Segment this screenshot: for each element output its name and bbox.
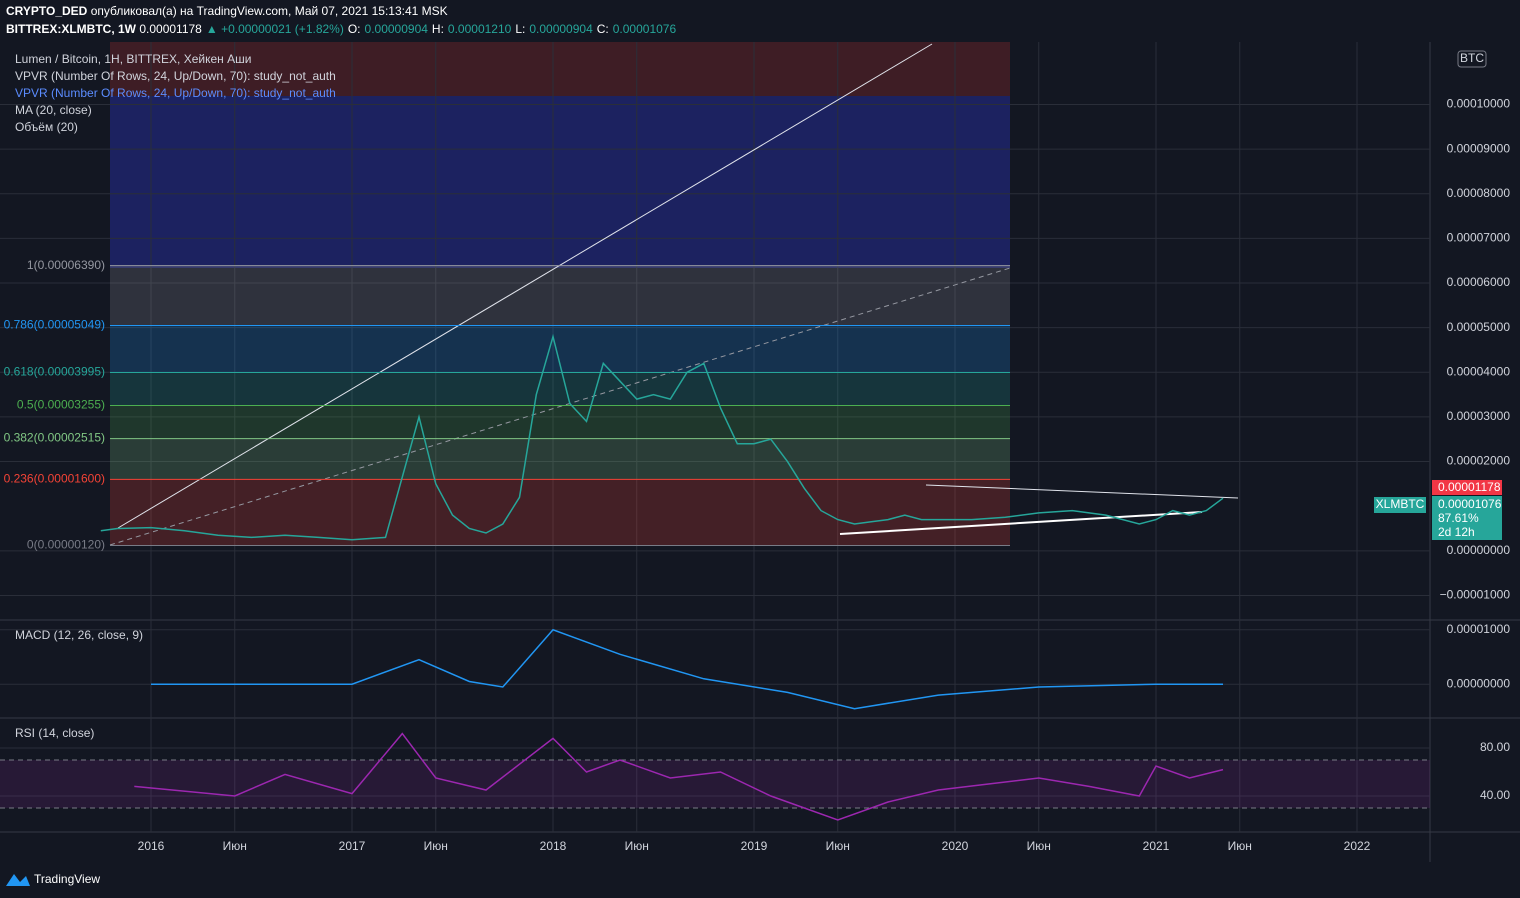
low: 0.00000904 (529, 22, 593, 36)
last-price: 0.00001178 (1438, 480, 1501, 494)
fib-label: 0(0.00000120) (27, 538, 105, 552)
y-tick-label: 0.00007000 (1447, 231, 1511, 245)
close: 0.00001076 (612, 22, 677, 36)
trend-line (117, 43, 933, 529)
close-price: 0.00001076 (1438, 497, 1502, 511)
x-tick-label: 2017 (339, 839, 366, 853)
x-tick-label: 2022 (1344, 839, 1371, 853)
y-tick-label: 80.00 (1480, 740, 1510, 754)
brand-logo (6, 874, 30, 886)
pane-title: MACD (12, 26, close, 9) (15, 628, 143, 642)
pane-title: RSI (14, close) (15, 726, 94, 740)
y-tick-label: 40.00 (1480, 788, 1510, 802)
change: ▲ +0.00000021 (+1.82%) (205, 22, 344, 36)
high: 0.00001210 (447, 22, 512, 36)
trend-line (839, 511, 1203, 535)
y-tick-label: −0.00001000 (1440, 588, 1511, 602)
y-tick-label: 0.00000000 (1447, 543, 1511, 557)
fib-zone (110, 405, 1010, 439)
fib-zone (110, 479, 1010, 546)
l-label: L: (515, 22, 526, 36)
fib-zone (110, 438, 1010, 480)
header-line: BITTREX:XLMBTC, 1W 0.00001178 ▲ +0.000000… (6, 22, 680, 36)
x-tick-label: Июн (625, 839, 649, 853)
x-tick-label: 2019 (741, 839, 768, 853)
fib-label: 0.382(0.00002515) (4, 431, 105, 445)
header-line: CRYPTO_DED опубликовал(а) на TradingView… (6, 4, 452, 18)
published: опубликовал(а) на TradingView.com, Май 0… (90, 4, 448, 18)
trend-line (109, 267, 1011, 546)
y-tick-label: 0.00004000 (1447, 364, 1511, 378)
rsi-band (0, 760, 1430, 808)
open: 0.00000904 (364, 22, 428, 36)
x-tick-label: 2018 (540, 839, 567, 853)
y-tick-label: 0.00010000 (1447, 97, 1511, 111)
symbol: BITTREX:XLMBTC, 1W (6, 22, 136, 36)
fib-label: 0.786(0.00005049) (4, 318, 105, 332)
currency: BTC (1460, 51, 1484, 65)
x-tick-label: 2016 (138, 839, 165, 853)
y-tick-label: 0.00003000 (1447, 409, 1511, 423)
series-line (100, 333, 1224, 541)
c-label: C: (596, 22, 609, 36)
close-tag (1432, 496, 1502, 540)
close-pct: 87.61% (1438, 511, 1479, 525)
author: CRYPTO_DED (6, 4, 88, 18)
x-tick-label: Июн (826, 839, 850, 853)
fib-label: 0.236(0.00001600) (4, 472, 105, 486)
currency-badge[interactable] (1457, 50, 1487, 68)
y-tick-label: 0.00006000 (1447, 275, 1511, 289)
last-tag (1432, 480, 1502, 495)
fib-label: 1(0.00006390) (27, 258, 105, 272)
y-tick-label: 0.00009000 (1447, 141, 1511, 155)
legend-item: Объём (20) (15, 120, 78, 134)
x-tick-label: 2020 (942, 839, 969, 853)
legend-item: VPVR (Number Of Rows, 24, Up/Down, 70): … (15, 69, 336, 83)
y-tick-label: 0.00002000 (1447, 454, 1511, 468)
vpvr-band (110, 96, 1010, 268)
close-time: 2d 12h (1438, 525, 1475, 539)
y-tick-label: 0.00005000 (1447, 320, 1511, 334)
y-tick-label: 0.00008000 (1447, 186, 1511, 200)
x-tick-label: Июн (1228, 839, 1252, 853)
y-tick-label: 0.00000000 (1447, 676, 1511, 690)
legend-item: MA (20, close) (15, 103, 92, 117)
fib-label: 0.5(0.00003255) (17, 398, 105, 412)
symbol-label: XLMBTC (1376, 497, 1425, 511)
x-tick-label: Июн (424, 839, 448, 853)
fib-zone (110, 372, 1010, 406)
brand: TradingView (34, 872, 100, 886)
x-tick-label: 2021 (1143, 839, 1170, 853)
x-tick-label: Июн (223, 839, 247, 853)
series-line (151, 628, 1223, 710)
fib-label: 0.618(0.00003995) (4, 365, 105, 379)
legend-item: Lumen / Bitcoin, 1H, BITTREX, Хейкен Аши (15, 52, 251, 66)
fib-zone (110, 265, 1010, 326)
last: 0.00001178 (139, 22, 202, 36)
series-line (134, 732, 1224, 821)
y-tick-label: 0.00001000 (1447, 622, 1511, 636)
symbol-tag (1374, 497, 1426, 513)
x-tick-label: Июн (1027, 839, 1051, 853)
h-label: H: (431, 22, 444, 36)
legend-item: VPVR (Number Of Rows, 24, Up/Down, 70): … (15, 86, 336, 100)
o-label: O: (347, 22, 361, 36)
trend-line (925, 484, 1239, 499)
